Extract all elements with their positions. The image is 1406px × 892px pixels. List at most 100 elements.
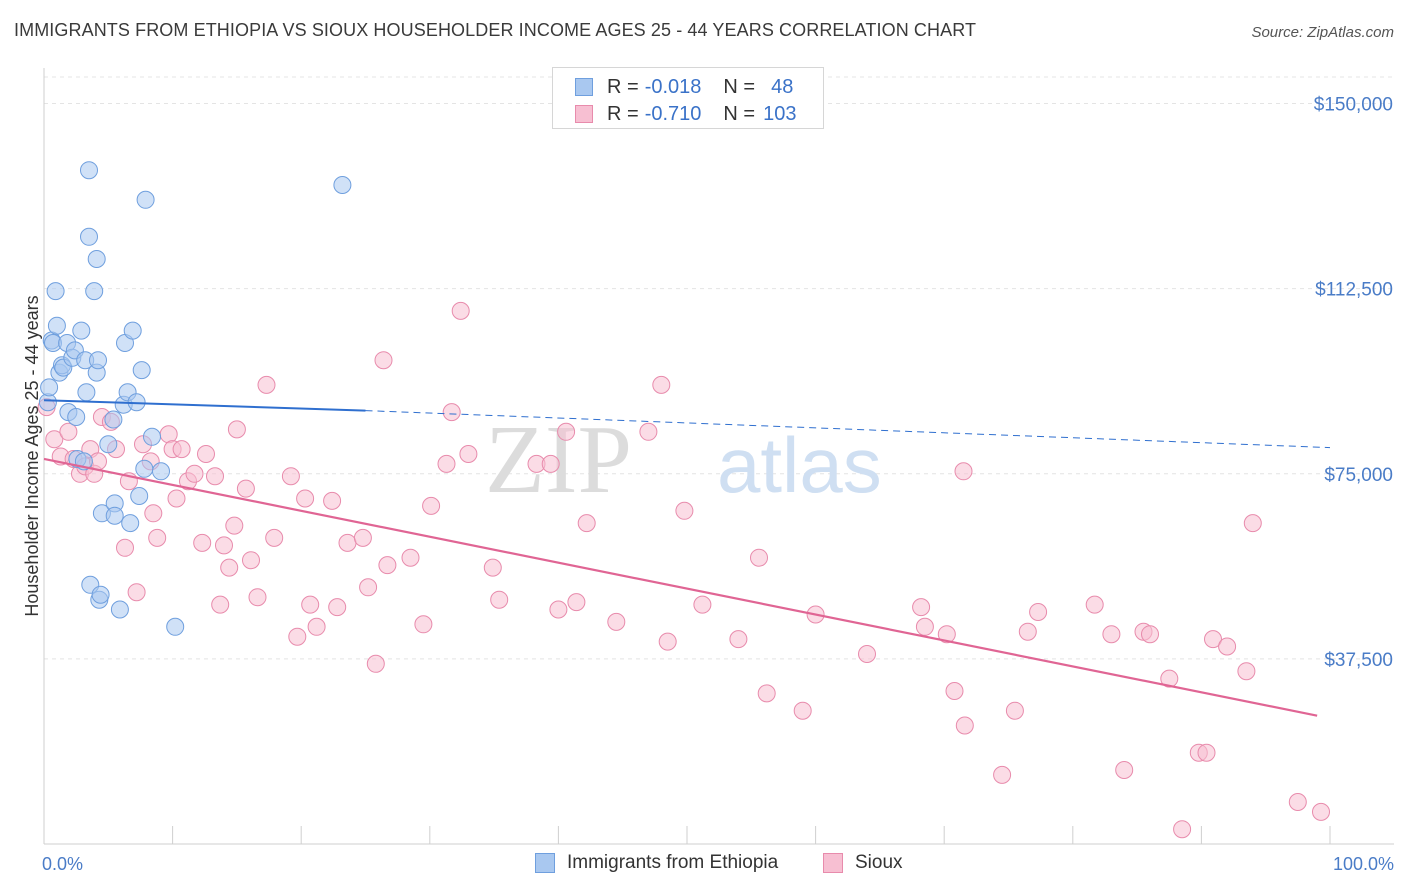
data-point[interactable] — [105, 506, 124, 525]
data-point[interactable] — [167, 489, 186, 508]
data-point[interactable] — [1160, 669, 1179, 688]
data-point[interactable] — [675, 501, 694, 520]
data-point[interactable] — [577, 514, 596, 533]
data-point[interactable] — [359, 578, 378, 597]
data-point[interactable] — [414, 615, 433, 634]
data-point[interactable] — [159, 425, 178, 444]
data-point[interactable] — [152, 462, 170, 481]
data-point[interactable] — [236, 479, 255, 498]
data-point[interactable] — [45, 430, 64, 449]
data-point[interactable] — [1141, 625, 1159, 644]
data-point[interactable] — [143, 427, 161, 446]
data-point[interactable] — [793, 701, 812, 720]
data-point[interactable] — [1085, 595, 1104, 614]
data-point[interactable] — [242, 551, 260, 570]
data-point[interactable] — [1204, 630, 1222, 649]
data-point[interactable] — [490, 590, 509, 609]
data-point[interactable] — [281, 467, 300, 486]
data-point[interactable] — [378, 556, 397, 575]
data-point[interactable] — [557, 422, 576, 441]
data-point[interactable] — [148, 528, 167, 547]
data-point[interactable] — [110, 600, 129, 619]
data-point[interactable] — [729, 630, 748, 649]
data-point[interactable] — [80, 227, 98, 246]
data-point[interactable] — [144, 504, 163, 523]
data-point[interactable] — [104, 410, 123, 429]
data-point[interactable] — [338, 533, 357, 552]
data-point[interactable] — [1005, 701, 1024, 720]
data-point[interactable] — [77, 383, 96, 402]
data-point[interactable] — [1218, 637, 1237, 656]
data-point[interactable] — [1029, 603, 1048, 621]
data-point[interactable] — [85, 282, 104, 301]
data-point[interactable] — [265, 528, 284, 547]
data-point[interactable] — [99, 435, 118, 454]
data-point[interactable] — [652, 375, 671, 394]
data-point[interactable] — [248, 588, 267, 607]
data-point[interactable] — [451, 301, 470, 320]
data-point[interactable] — [945, 682, 964, 700]
data-point[interactable] — [353, 528, 372, 547]
data-point[interactable] — [80, 161, 98, 180]
data-point[interactable] — [185, 464, 204, 483]
data-point[interactable] — [442, 403, 461, 422]
data-point[interactable] — [211, 595, 230, 614]
data-point[interactable] — [693, 595, 712, 614]
data-point[interactable] — [193, 533, 212, 552]
data-point[interactable] — [955, 716, 974, 735]
data-point[interactable] — [607, 612, 626, 631]
data-point[interactable] — [1237, 662, 1256, 681]
data-point[interactable] — [166, 617, 185, 636]
data-point[interactable] — [59, 422, 78, 441]
data-point[interactable] — [954, 462, 973, 481]
data-point[interactable] — [858, 645, 876, 663]
data-point[interactable] — [296, 489, 315, 508]
data-point[interactable] — [136, 190, 155, 209]
data-point[interactable] — [91, 585, 110, 604]
data-point[interactable] — [374, 351, 393, 370]
data-point[interactable] — [757, 684, 776, 703]
data-point[interactable] — [549, 600, 568, 619]
data-point[interactable] — [915, 617, 934, 636]
data-point[interactable] — [116, 538, 134, 557]
data-point[interactable] — [323, 491, 342, 510]
data-point[interactable] — [257, 375, 276, 394]
data-point[interactable] — [288, 627, 307, 646]
data-point[interactable] — [422, 496, 441, 515]
data-point[interactable] — [127, 583, 146, 602]
data-point[interactable] — [993, 765, 1012, 784]
data-point[interactable] — [1173, 820, 1192, 839]
series-legend-sioux[interactable]: Sioux — [823, 852, 903, 874]
data-point[interactable] — [47, 316, 66, 335]
data-point[interactable] — [483, 558, 502, 577]
data-point[interactable] — [227, 420, 246, 439]
data-point[interactable] — [72, 321, 91, 340]
data-point[interactable] — [366, 654, 385, 673]
data-point[interactable] — [46, 282, 65, 301]
data-point[interactable] — [301, 595, 320, 614]
data-point[interactable] — [333, 176, 352, 194]
data-point[interactable] — [639, 422, 658, 441]
data-point[interactable] — [87, 250, 106, 268]
data-point[interactable] — [937, 625, 956, 644]
data-point[interactable] — [215, 536, 233, 555]
data-point[interactable] — [401, 548, 420, 567]
data-point[interactable] — [132, 361, 151, 380]
data-point[interactable] — [1115, 761, 1134, 779]
data-point[interactable] — [912, 598, 931, 617]
data-point[interactable] — [307, 617, 326, 636]
data-point[interactable] — [89, 351, 107, 370]
data-point[interactable] — [130, 487, 149, 505]
data-point[interactable] — [197, 445, 215, 463]
data-point[interactable] — [123, 321, 142, 340]
data-point[interactable] — [40, 378, 59, 397]
data-point[interactable] — [541, 454, 560, 473]
data-point[interactable] — [1288, 793, 1307, 811]
data-point[interactable] — [135, 459, 154, 478]
data-point[interactable] — [1018, 622, 1037, 641]
data-point[interactable] — [437, 454, 456, 473]
data-point[interactable] — [459, 445, 478, 463]
data-point[interactable] — [225, 516, 244, 535]
data-point[interactable] — [658, 632, 677, 651]
data-point[interactable] — [328, 598, 347, 617]
